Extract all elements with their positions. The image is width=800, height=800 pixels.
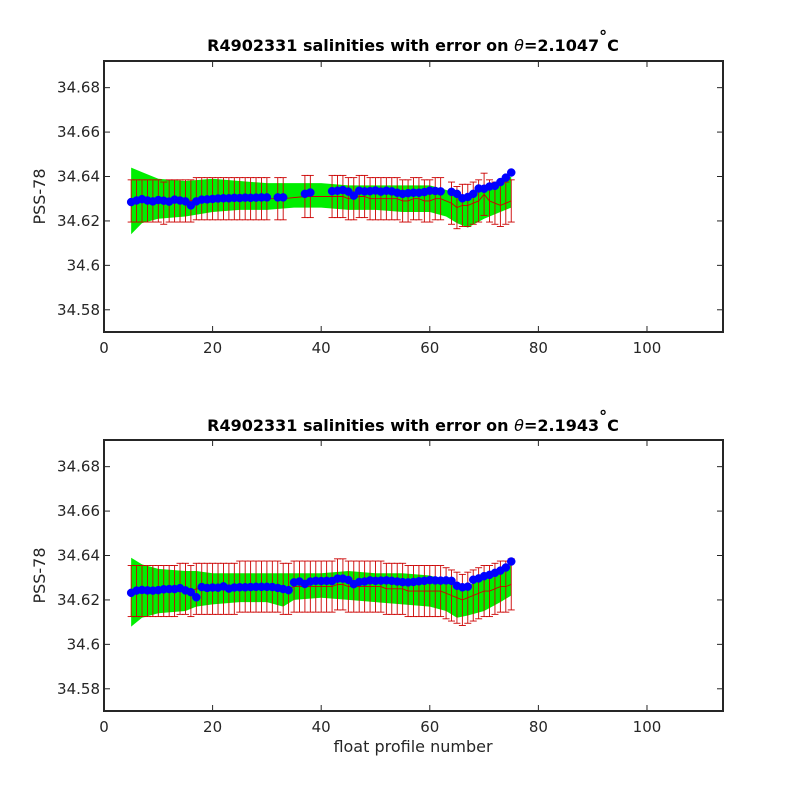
y-tick-label: 34.66 — [57, 123, 100, 141]
x-tick-label: 20 — [203, 718, 222, 736]
data-point — [262, 193, 272, 202]
chart-title-top: R4902331 salinities with error on θ=2.10… — [207, 27, 619, 55]
x-tick-label: 80 — [529, 718, 548, 736]
y-tick-label: 34.58 — [57, 680, 100, 698]
y-tick-label: 34.68 — [57, 79, 100, 97]
x-axis-ticks-bottom: 0 20 40 60 80 100 — [99, 440, 661, 736]
y-tick-label: 34.68 — [57, 458, 100, 476]
y-axis-ticks-bottom: 34.58 34.6 34.62 34.64 34.66 34.68 — [57, 458, 723, 698]
data-point — [436, 187, 445, 196]
plot-area-bottom — [126, 557, 516, 627]
x-tick-label: 60 — [420, 718, 439, 736]
y-tick-label: 34.6 — [67, 635, 100, 653]
y-tick-label: 34.66 — [57, 502, 100, 520]
confidence-band-top — [131, 167, 512, 235]
subplot-bottom: R4902331 salinities with error on θ=2.19… — [30, 407, 724, 756]
x-tick-label: 80 — [529, 339, 548, 357]
data-point — [501, 173, 511, 182]
y-axis-ticks-top: 34.58 34.6 34.62 34.64 34.66 34.68 — [57, 79, 723, 319]
data-point — [192, 593, 201, 602]
axes-box-top — [103, 60, 724, 333]
y-axis-label-bottom: PSS-78 — [30, 547, 49, 603]
y-axis-label-top: PSS-78 — [30, 168, 49, 224]
data-point — [186, 587, 196, 597]
mean-line-bottom — [131, 583, 512, 601]
x-axis-ticks-top: 0 20 40 60 80 100 — [99, 61, 661, 357]
data-point — [284, 585, 293, 595]
confidence-band-area — [131, 167, 512, 235]
y-tick-label: 34.64 — [57, 547, 100, 565]
x-tick-label: 40 — [312, 339, 331, 357]
x-tick-label: 0 — [99, 339, 109, 357]
x-tick-label: 0 — [99, 718, 109, 736]
y-tick-label: 34.64 — [57, 168, 100, 186]
data-points-bottom — [126, 557, 516, 602]
subplot-top: R4902331 salinities with error on θ=2.10… — [30, 27, 724, 357]
chart-title-bottom: R4902331 salinities with error on θ=2.19… — [207, 407, 619, 435]
y-tick-label: 34.62 — [57, 591, 100, 609]
y-tick-label: 34.62 — [57, 212, 100, 230]
x-tick-label: 40 — [312, 718, 331, 736]
mean-line — [131, 583, 512, 601]
data-point — [506, 557, 516, 566]
data-point — [306, 188, 315, 197]
data-point — [349, 191, 359, 200]
x-tick-label: 60 — [420, 339, 439, 357]
x-axis-label-bottom: float profile number — [333, 737, 493, 756]
x-tick-label: 20 — [203, 339, 222, 357]
data-point — [506, 168, 516, 177]
data-point — [501, 563, 511, 572]
x-tick-label: 100 — [633, 718, 662, 736]
plot-area-top — [126, 167, 516, 235]
x-tick-label: 100 — [633, 339, 662, 357]
y-tick-label: 34.6 — [67, 256, 100, 274]
y-tick-label: 34.58 — [57, 301, 100, 319]
data-point — [468, 189, 478, 199]
data-point — [278, 193, 288, 202]
data-point — [447, 576, 456, 586]
axes-box-bottom — [103, 439, 724, 712]
data-point — [463, 582, 473, 591]
data-points-top — [126, 168, 516, 210]
